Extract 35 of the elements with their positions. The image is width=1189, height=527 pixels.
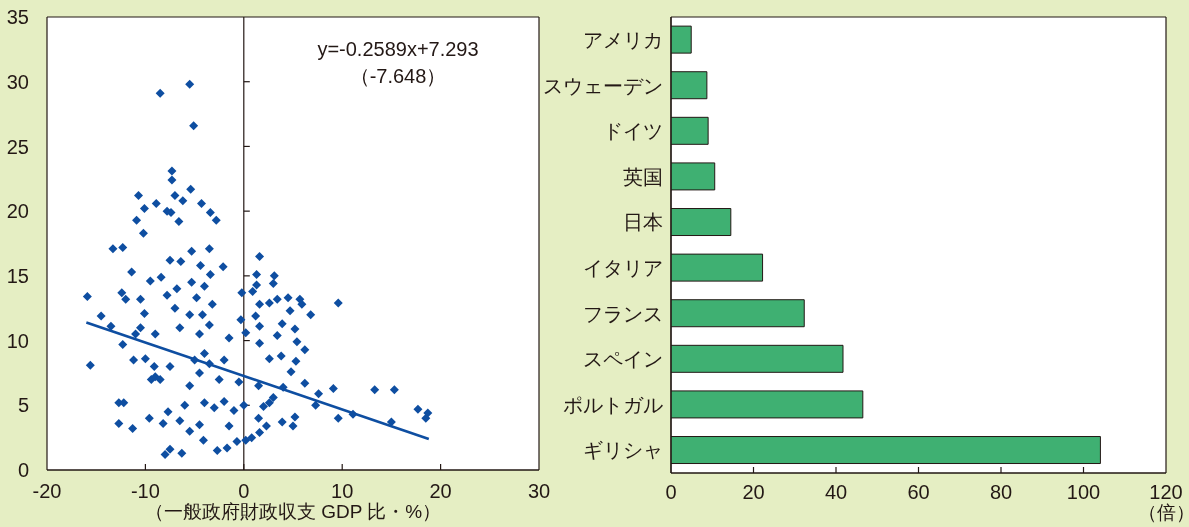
y-tick-label: イタリア [583,256,663,279]
y-tick-label: 35 [6,6,29,29]
y-tick-label: 0 [17,459,29,482]
y-tick-label: 10 [6,329,29,352]
x-tick-label: -10 [130,480,160,503]
x-tick-label: 20 [742,481,765,504]
x-axis-title: （一般政府財政収支 GDP 比・%） [144,501,442,522]
y-tick-label: スウェーデン [543,74,663,97]
y-tick-label: ドイツ [603,120,663,143]
y-tick-label: ポルトガル [563,393,663,416]
x-tick-label: 120 [1149,481,1183,504]
x-tick-label: 30 [527,480,551,503]
y-tick-label: 15 [6,264,29,287]
x-tick-label: 40 [824,481,848,504]
x-tick-label: 60 [907,481,930,504]
x-tick-label: -20 [32,480,62,503]
y-tick-label: スペイン [583,348,663,371]
x-tick-label: 0 [238,480,250,503]
x-tick-label: 10 [331,480,354,503]
x-tick-label: 0 [665,481,677,504]
annotation: y=-0.2589x+7.293 [316,37,480,62]
y-tick-label: 日本 [623,211,663,234]
x-tick-label: 20 [429,480,452,503]
y-tick-label: 5 [17,394,29,417]
x-tick-label: 80 [989,481,1013,504]
y-tick-label: フランス [583,302,663,325]
y-tick-label: 20 [6,200,29,223]
y-tick-label: 30 [6,70,29,93]
x-tick-label: 100 [1066,481,1101,504]
y-tick-label: アメリカ [583,28,663,51]
y-tick-label: ギリシャ [583,439,663,462]
y-tick-label: 25 [6,135,29,158]
y-tick-label: 英国 [623,165,663,188]
x-axis-title: （倍） [1137,502,1189,523]
annotation: （-7.648） [348,64,448,89]
